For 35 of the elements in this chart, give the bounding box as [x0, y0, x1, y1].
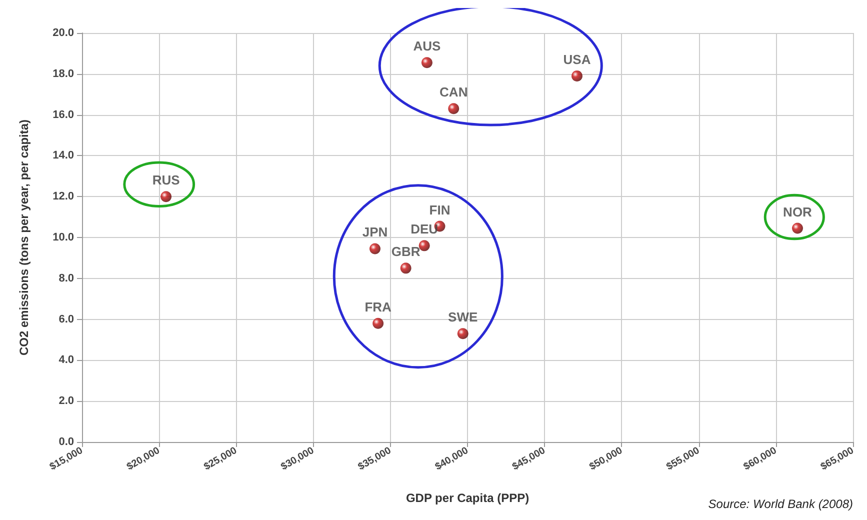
point [400, 262, 412, 274]
annotation: AUS [413, 38, 441, 54]
x-axis-title: GDP per Capita (PPP) [406, 491, 530, 505]
point [571, 70, 582, 82]
source-note: Source: World Bank (2008) [708, 497, 854, 511]
y-tick-label: 8.0 [58, 272, 74, 284]
point [372, 318, 384, 329]
y-tick-label: 18.0 [52, 68, 74, 80]
y-tick-label: 0.0 [58, 436, 74, 448]
point [369, 243, 380, 254]
y-tick-label: 14.0 [52, 150, 74, 162]
point [792, 222, 803, 234]
annotation: RUS [152, 172, 180, 188]
point [421, 57, 432, 68]
y-tick-label: 20.0 [52, 27, 74, 39]
annotation: CAN [440, 84, 468, 100]
y-tick-label: 12.0 [52, 190, 74, 203]
annotation: FRA [364, 299, 392, 314]
point [418, 240, 430, 252]
y-tick-label: 6.0 [58, 313, 74, 326]
y-tick-label: 2.0 [58, 395, 74, 408]
annotation: NOR [783, 204, 813, 220]
y-tick-label: 10.0 [52, 232, 74, 244]
y-axis-title: CO2 emissions (tons per year, per capita) [17, 119, 31, 356]
annotation: GBR [391, 244, 421, 260]
annotation: USA [563, 52, 592, 67]
point [448, 103, 460, 114]
annotation: DEU [410, 222, 438, 237]
annotation: FIN [429, 202, 450, 218]
y-tick-label: 4.0 [58, 354, 74, 366]
point [457, 328, 468, 340]
y-tick-label: 16.0 [52, 108, 74, 121]
annotation: JPN [362, 224, 388, 240]
point [160, 191, 172, 202]
annotation: SWE [448, 310, 478, 325]
